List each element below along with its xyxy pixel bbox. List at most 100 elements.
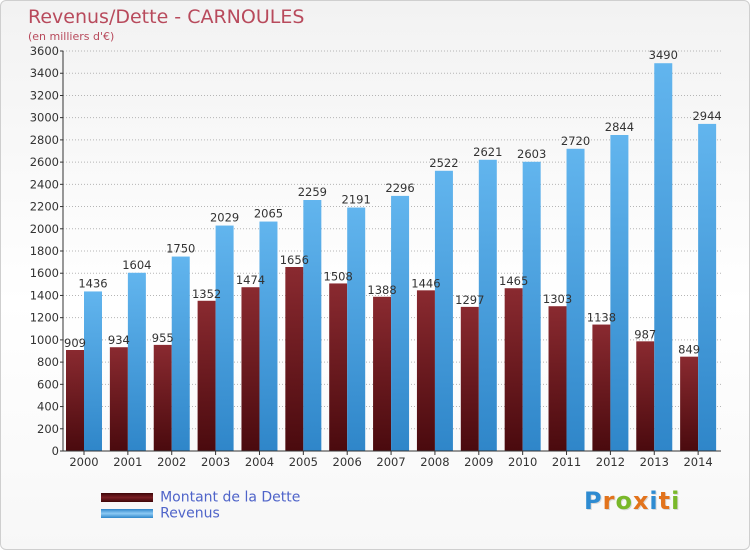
x-tick-label: 2014 (683, 455, 712, 469)
bar-dette (66, 350, 84, 451)
logo-letter: i (649, 487, 659, 515)
x-tick-label: 2011 (552, 455, 581, 469)
logo-letter: x (632, 487, 650, 515)
x-tick-label: 2007 (376, 455, 405, 469)
logo-letter: r (602, 487, 616, 515)
bars-layer (66, 63, 717, 451)
data-label-revenus: 2603 (517, 147, 546, 161)
bar-dette (680, 356, 699, 451)
data-label-revenus: 2191 (342, 193, 371, 207)
data-label-dette: 1474 (236, 273, 265, 287)
axis-layer: 0 200 400 600 800 1000 1200 1400 1600 1800 2000 220… (30, 44, 721, 469)
y-tick-label: 2600 (30, 155, 59, 169)
legend-swatch-revenus (101, 509, 153, 518)
x-tick-label: 2013 (640, 455, 669, 469)
x-tick-label: 2001 (113, 455, 142, 469)
y-tick-label: 1000 (30, 333, 59, 347)
y-tick-label: 3200 (30, 88, 59, 102)
data-label-dette: 1656 (280, 253, 309, 267)
x-tick-label: 2012 (596, 455, 625, 469)
bar-revenus (566, 148, 585, 451)
y-tick-label: 3000 (30, 111, 59, 125)
data-label-revenus: 2029 (210, 211, 239, 225)
x-tick-label: 2002 (157, 455, 186, 469)
y-tick-label: 600 (37, 377, 59, 391)
data-label-revenus: 2720 (561, 134, 590, 148)
logo-letter: P (584, 487, 603, 515)
y-tick-label: 1200 (30, 311, 59, 325)
data-label-dette: 849 (678, 343, 700, 357)
bar-revenus (434, 170, 453, 451)
x-tick-label: 2000 (69, 455, 98, 469)
legend-item-dette: Montant de la Dette (101, 487, 301, 506)
x-tick-label: 2008 (420, 455, 449, 469)
bar-dette (329, 283, 348, 451)
bar-dette (109, 347, 128, 451)
bar-dette (592, 324, 611, 451)
x-tick-label: 2003 (201, 455, 230, 469)
bar-revenus (171, 256, 190, 451)
data-label-revenus: 2621 (473, 145, 502, 159)
bar-dette (416, 290, 435, 451)
labels-layer: 909 1436 934 1604 955 1750 1352 2029 1474 2065 165… (64, 48, 722, 356)
bar-dette (153, 344, 172, 451)
bar-revenus (259, 221, 278, 451)
data-label-revenus: 1750 (166, 242, 195, 256)
data-label-revenus: 3490 (649, 48, 678, 62)
x-tick-label: 2010 (508, 455, 537, 469)
bar-revenus (522, 161, 541, 451)
data-label-revenus: 2522 (429, 156, 458, 170)
y-tick-label: 1600 (30, 266, 59, 280)
bar-revenus (303, 200, 322, 451)
bar-dette (285, 267, 304, 451)
data-label-revenus: 2259 (298, 185, 327, 199)
data-label-revenus: 2065 (254, 207, 283, 221)
bar-revenus (347, 207, 366, 451)
y-tick-label: 200 (37, 422, 59, 436)
data-label-dette: 1352 (192, 287, 221, 301)
data-label-revenus: 1436 (78, 276, 107, 290)
data-label-dette: 1508 (324, 269, 353, 283)
y-tick-label: 2200 (30, 200, 59, 214)
bar-revenus (698, 123, 717, 451)
legend: Montant de la Dette Revenus (101, 487, 301, 522)
y-tick-label: 2400 (30, 177, 59, 191)
y-tick-label: 3400 (30, 66, 59, 80)
bar-dette (197, 300, 216, 451)
y-tick-label: 0 (52, 444, 59, 458)
data-label-dette: 1303 (543, 292, 572, 306)
data-label-dette: 909 (64, 336, 86, 350)
bar-revenus (127, 272, 146, 451)
data-label-dette: 1446 (411, 276, 440, 290)
legend-label-dette: Montant de la Dette (160, 489, 301, 506)
logo-letter: t (658, 487, 672, 515)
data-label-dette: 987 (634, 327, 656, 341)
data-label-revenus: 2944 (692, 109, 721, 123)
y-tick-label: 800 (37, 355, 59, 369)
data-label-revenus: 2296 (385, 181, 414, 195)
bar-dette (241, 287, 260, 451)
x-tick-label: 2006 (333, 455, 362, 469)
bar-revenus (654, 63, 673, 451)
bar-revenus (478, 159, 497, 451)
logo-letter: o (615, 487, 633, 515)
x-tick-label: 2004 (245, 455, 274, 469)
data-label-dette: 955 (152, 331, 174, 345)
bar-dette (548, 306, 567, 451)
bar-revenus (215, 225, 234, 451)
y-tick-label: 1400 (30, 288, 59, 302)
bar-dette (373, 296, 392, 451)
y-tick-label: 2800 (30, 133, 59, 147)
x-tick-label: 2005 (289, 455, 318, 469)
data-label-dette: 1388 (367, 283, 396, 297)
data-label-dette: 1138 (587, 311, 616, 325)
chart-title: Revenus/Dette - CARNOULES (28, 6, 305, 28)
chart-subtitle: (en milliers d'€) (28, 30, 115, 43)
y-tick-label: 400 (37, 400, 59, 414)
data-label-dette: 1297 (455, 293, 484, 307)
bar-dette (636, 341, 655, 451)
data-label-revenus: 1604 (122, 258, 151, 272)
bar-dette (460, 306, 479, 451)
